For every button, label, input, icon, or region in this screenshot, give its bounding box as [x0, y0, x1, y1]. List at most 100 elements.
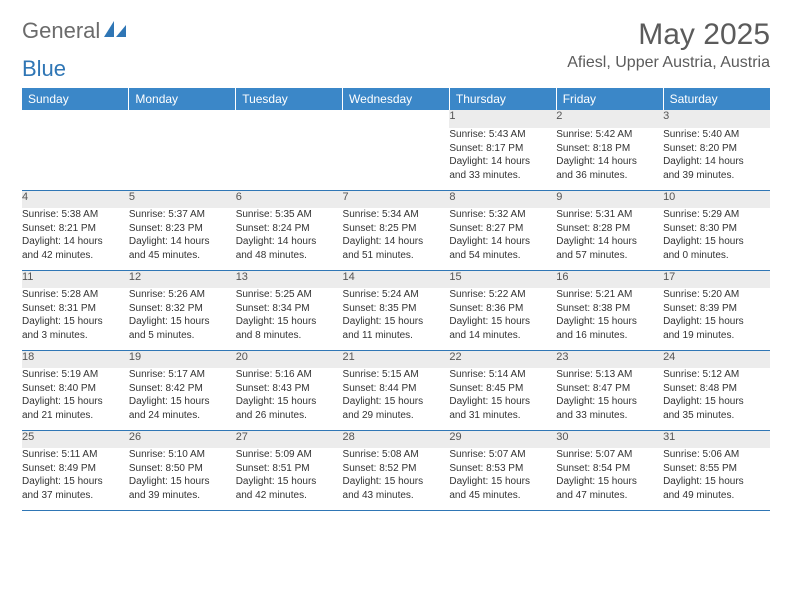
weekday-header: Thursday [449, 88, 556, 110]
day-sr: Sunrise: 5:14 AM [449, 368, 556, 382]
day-number-row: 18192021222324 [22, 350, 770, 368]
day-ss: Sunset: 8:20 PM [663, 142, 770, 156]
day-info-cell: Sunrise: 5:38 AMSunset: 8:21 PMDaylight:… [22, 208, 129, 270]
day-ss: Sunset: 8:36 PM [449, 302, 556, 316]
day-number-cell: 22 [449, 350, 556, 368]
day-number-cell: 3 [663, 110, 770, 128]
day-info-cell: Sunrise: 5:37 AMSunset: 8:23 PMDaylight:… [129, 208, 236, 270]
day-ss: Sunset: 8:30 PM [663, 222, 770, 236]
day-d1: Daylight: 15 hours [663, 315, 770, 329]
day-info-row: Sunrise: 5:28 AMSunset: 8:31 PMDaylight:… [22, 288, 770, 350]
day-number-cell: 5 [129, 190, 236, 208]
day-d1: Daylight: 15 hours [449, 475, 556, 489]
day-info-cell: Sunrise: 5:12 AMSunset: 8:48 PMDaylight:… [663, 368, 770, 430]
day-number-cell: 11 [22, 270, 129, 288]
day-info-row: Sunrise: 5:19 AMSunset: 8:40 PMDaylight:… [22, 368, 770, 430]
weekday-header: Monday [129, 88, 236, 110]
day-number-cell: 14 [343, 270, 450, 288]
day-number-row: 123 [22, 110, 770, 128]
day-d1: Daylight: 15 hours [343, 475, 450, 489]
day-d1: Daylight: 15 hours [556, 315, 663, 329]
day-ss: Sunset: 8:55 PM [663, 462, 770, 476]
weekday-header: Friday [556, 88, 663, 110]
day-ss: Sunset: 8:23 PM [129, 222, 236, 236]
day-info-cell: Sunrise: 5:16 AMSunset: 8:43 PMDaylight:… [236, 368, 343, 430]
day-sr: Sunrise: 5:35 AM [236, 208, 343, 222]
day-d2: and 24 minutes. [129, 409, 236, 423]
day-d2: and 5 minutes. [129, 329, 236, 343]
day-sr: Sunrise: 5:31 AM [556, 208, 663, 222]
day-d2: and 39 minutes. [663, 169, 770, 183]
day-d1: Daylight: 15 hours [556, 395, 663, 409]
day-ss: Sunset: 8:25 PM [343, 222, 450, 236]
day-d1: Daylight: 15 hours [22, 395, 129, 409]
day-sr: Sunrise: 5:13 AM [556, 368, 663, 382]
day-d1: Daylight: 15 hours [236, 395, 343, 409]
day-info-cell: Sunrise: 5:22 AMSunset: 8:36 PMDaylight:… [449, 288, 556, 350]
day-sr: Sunrise: 5:28 AM [22, 288, 129, 302]
day-number-cell: 2 [556, 110, 663, 128]
day-ss: Sunset: 8:54 PM [556, 462, 663, 476]
day-d2: and 3 minutes. [22, 329, 129, 343]
day-info-cell: Sunrise: 5:07 AMSunset: 8:54 PMDaylight:… [556, 448, 663, 510]
day-d1: Daylight: 14 hours [22, 235, 129, 249]
day-info-cell: Sunrise: 5:28 AMSunset: 8:31 PMDaylight:… [22, 288, 129, 350]
day-ss: Sunset: 8:49 PM [22, 462, 129, 476]
day-ss: Sunset: 8:53 PM [449, 462, 556, 476]
day-d2: and 37 minutes. [22, 489, 129, 503]
day-info-cell: Sunrise: 5:13 AMSunset: 8:47 PMDaylight:… [556, 368, 663, 430]
day-info-cell: Sunrise: 5:42 AMSunset: 8:18 PMDaylight:… [556, 128, 663, 190]
day-info-cell: Sunrise: 5:40 AMSunset: 8:20 PMDaylight:… [663, 128, 770, 190]
day-ss: Sunset: 8:52 PM [343, 462, 450, 476]
day-d2: and 39 minutes. [129, 489, 236, 503]
day-d2: and 43 minutes. [343, 489, 450, 503]
day-sr: Sunrise: 5:25 AM [236, 288, 343, 302]
day-d1: Daylight: 15 hours [236, 475, 343, 489]
day-d1: Daylight: 15 hours [663, 475, 770, 489]
day-d2: and 0 minutes. [663, 249, 770, 263]
day-sr: Sunrise: 5:11 AM [22, 448, 129, 462]
day-sr: Sunrise: 5:15 AM [343, 368, 450, 382]
logo-sail-icon [104, 19, 130, 44]
day-sr: Sunrise: 5:43 AM [449, 128, 556, 142]
day-number-cell: 30 [556, 430, 663, 448]
day-number-row: 11121314151617 [22, 270, 770, 288]
day-number-cell: 4 [22, 190, 129, 208]
day-sr: Sunrise: 5:37 AM [129, 208, 236, 222]
day-number-cell: 21 [343, 350, 450, 368]
logo: General [22, 18, 132, 44]
day-sr: Sunrise: 5:29 AM [663, 208, 770, 222]
day-sr: Sunrise: 5:40 AM [663, 128, 770, 142]
weekday-header: Wednesday [343, 88, 450, 110]
day-number-cell: 7 [343, 190, 450, 208]
day-number-cell: 28 [343, 430, 450, 448]
day-sr: Sunrise: 5:20 AM [663, 288, 770, 302]
day-info-cell: Sunrise: 5:24 AMSunset: 8:35 PMDaylight:… [343, 288, 450, 350]
day-info-cell: Sunrise: 5:19 AMSunset: 8:40 PMDaylight:… [22, 368, 129, 430]
day-d2: and 54 minutes. [449, 249, 556, 263]
day-d2: and 45 minutes. [449, 489, 556, 503]
day-number-cell: 24 [663, 350, 770, 368]
day-d1: Daylight: 14 hours [449, 235, 556, 249]
day-d2: and 48 minutes. [236, 249, 343, 263]
day-info-row: Sunrise: 5:38 AMSunset: 8:21 PMDaylight:… [22, 208, 770, 270]
weekday-header: Tuesday [236, 88, 343, 110]
day-number-cell: 10 [663, 190, 770, 208]
day-info-cell: Sunrise: 5:08 AMSunset: 8:52 PMDaylight:… [343, 448, 450, 510]
day-number-cell: 19 [129, 350, 236, 368]
day-number-cell [129, 110, 236, 128]
day-number-cell: 29 [449, 430, 556, 448]
day-sr: Sunrise: 5:06 AM [663, 448, 770, 462]
day-d1: Daylight: 15 hours [129, 475, 236, 489]
day-d2: and 33 minutes. [556, 409, 663, 423]
day-d1: Daylight: 14 hours [449, 155, 556, 169]
day-number-cell: 12 [129, 270, 236, 288]
day-info-cell: Sunrise: 5:11 AMSunset: 8:49 PMDaylight:… [22, 448, 129, 510]
day-info-cell: Sunrise: 5:09 AMSunset: 8:51 PMDaylight:… [236, 448, 343, 510]
day-number-cell: 15 [449, 270, 556, 288]
day-ss: Sunset: 8:28 PM [556, 222, 663, 236]
day-number-cell: 31 [663, 430, 770, 448]
day-info-cell [22, 128, 129, 190]
day-sr: Sunrise: 5:26 AM [129, 288, 236, 302]
day-d1: Daylight: 15 hours [236, 315, 343, 329]
